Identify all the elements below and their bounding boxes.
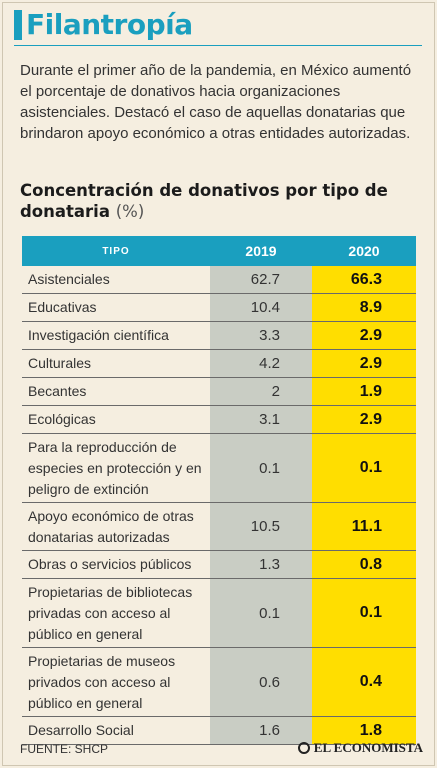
cell-tipo: Culturales <box>22 350 210 377</box>
cell-2019: 4.2 <box>210 350 312 377</box>
cell-2019: 3.3 <box>210 322 312 349</box>
cell-2020: 0.4 <box>312 648 416 716</box>
cell-2020: 2.9 <box>312 322 416 349</box>
column-header-2020: 2020 <box>348 243 380 259</box>
table-row: Propietarias de museos privados con acce… <box>22 648 416 717</box>
cell-2019: 1.6 <box>210 717 312 744</box>
cell-tipo: Investigación científica <box>22 322 210 349</box>
economista-logo-icon <box>297 742 310 754</box>
cell-2020: 0.8 <box>312 551 416 578</box>
cell-2020: 8.9 <box>312 294 416 321</box>
brand-name: EL ECONOMISTA <box>313 740 423 755</box>
cell-2019: 0.1 <box>210 434 312 502</box>
cell-2019: 2 <box>210 378 312 405</box>
table-row: Culturales 4.2 2.9 <box>22 350 416 378</box>
cell-tipo: Becantes <box>22 378 210 405</box>
title-accent-bar <box>14 10 22 40</box>
table-row: Asistenciales 62.7 66.3 <box>22 266 416 294</box>
cell-tipo: Asistenciales <box>22 266 210 293</box>
table-row: Obras o servicios públicos 1.3 0.8 <box>22 551 416 579</box>
cell-2020: 0.1 <box>312 434 416 502</box>
cell-2019: 0.6 <box>210 648 312 716</box>
chart-title-text: Concentración de donativos por tipo de d… <box>20 181 388 221</box>
table-row: Para la reproducción de especies en prot… <box>22 434 416 503</box>
table-row: Apoyo económico de otras donatarias auto… <box>22 503 416 551</box>
table-header: TIPO 2019 2020 <box>22 236 416 266</box>
cell-2019: 10.4 <box>210 294 312 321</box>
donations-table: TIPO 2019 2020 Asistenciales 62.7 66.3 Educ… <box>22 236 416 745</box>
table-row: Ecológicas 3.1 2.9 <box>22 406 416 434</box>
table-row: Desarrollo Social 1.6 1.8 <box>22 717 416 745</box>
cell-tipo: Obras o servicios públicos <box>22 551 210 578</box>
cell-tipo: Propietarias de museos privados con acce… <box>22 648 210 716</box>
source-note: FUENTE: SHCP <box>20 742 109 756</box>
table-row: Investigación científica 3.3 2.9 <box>22 322 416 350</box>
brand-logo: EL ECONOMISTA <box>297 740 423 756</box>
chart-title: Concentración de donativos por tipo de d… <box>20 180 420 222</box>
cell-tipo: Educativas <box>22 294 210 321</box>
cell-tipo: Para la reproducción de especies en prot… <box>22 434 210 502</box>
column-header-2019: 2019 <box>245 243 277 259</box>
table-row: Propietarias de bibliotecas privadas con… <box>22 579 416 648</box>
table-row: Becantes 2 1.9 <box>22 378 416 406</box>
cell-2020: 1.8 <box>312 717 416 744</box>
table-body: Asistenciales 62.7 66.3 Educativas 10.4 8.9 In… <box>22 266 416 745</box>
chart-title-unit: (%) <box>115 202 145 221</box>
page-title: Filantropía <box>26 8 193 41</box>
cell-2019: 3.1 <box>210 406 312 433</box>
cell-tipo: Apoyo económico de otras donatarias auto… <box>22 503 210 550</box>
cell-2019: 0.1 <box>210 579 312 647</box>
cell-2019: 1.3 <box>210 551 312 578</box>
cell-2020: 1.9 <box>312 378 416 405</box>
cell-2020: 2.9 <box>312 406 416 433</box>
cell-2020: 2.9 <box>312 350 416 377</box>
cell-2020: 11.1 <box>312 503 416 550</box>
column-header-tipo: TIPO <box>102 245 130 257</box>
cell-tipo: Ecológicas <box>22 406 210 433</box>
title-divider <box>14 45 422 46</box>
cell-tipo: Desarrollo Social <box>22 717 210 744</box>
cell-2019: 10.5 <box>210 503 312 550</box>
cell-2020: 66.3 <box>312 266 416 293</box>
cell-2019: 62.7 <box>210 266 312 293</box>
cell-2020: 0.1 <box>312 579 416 647</box>
intro-text: Durante el primer año de la pandemia, en… <box>20 62 412 142</box>
table-row: Educativas 10.4 8.9 <box>22 294 416 322</box>
cell-tipo: Propietarias de bibliotecas privadas con… <box>22 579 210 647</box>
